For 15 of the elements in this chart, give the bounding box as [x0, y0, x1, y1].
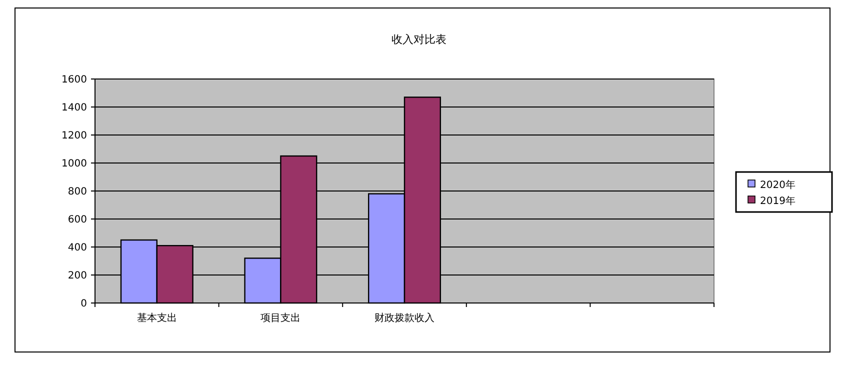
y-tick-label: 200 [68, 270, 87, 282]
y-tick-label: 400 [68, 242, 87, 254]
y-tick-label: 1400 [62, 102, 87, 114]
legend-label: 2019年 [760, 195, 796, 207]
x-tick-label: 基本支出 [136, 312, 177, 324]
y-tick-label: 800 [68, 186, 87, 198]
y-tick-label: 0 [80, 298, 87, 310]
y-tick-label: 1600 [62, 74, 87, 86]
y-tick-label: 600 [68, 214, 87, 226]
chart-title: 收入对比表 [392, 33, 446, 46]
x-tick-label: 项目支出 [260, 312, 301, 324]
y-tick-label: 1200 [62, 130, 87, 142]
legend-label: 2020年 [760, 179, 796, 191]
y-tick-label: 1000 [62, 158, 87, 170]
x-tick-label: 财政拨款收入 [374, 312, 434, 324]
